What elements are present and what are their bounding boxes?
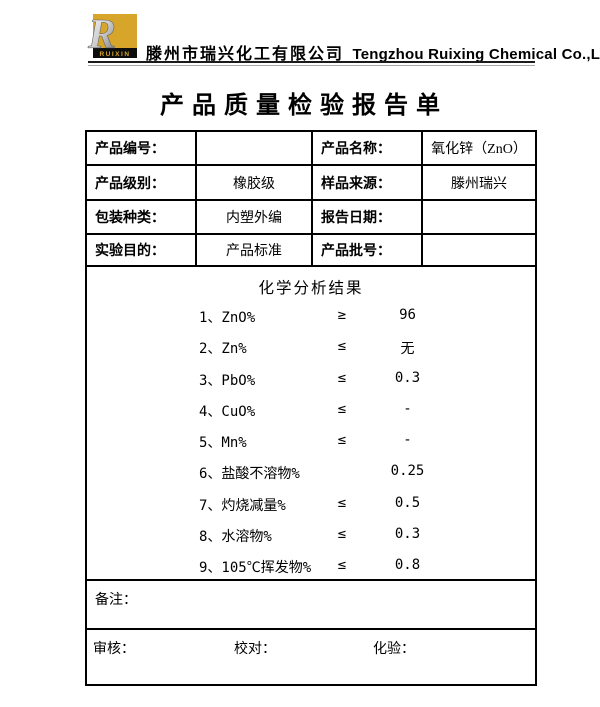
analysis-row: 8、水溶物% ≤ 0.3 [87,519,535,550]
analysis-item-name: 3、PbO% [199,372,256,389]
info-label-product-name: 产品名称： [313,132,423,166]
analysis-item-symbol: ≤ [337,369,347,386]
analysis-item-name: 5、Mn% [199,435,247,452]
info-label-sample-source: 样品来源： [313,166,423,201]
analysis-item-value: 96 [399,307,416,323]
analysis-item-symbol: ≤ [337,526,347,543]
analysis-item-name: 9、105℃挥发物% [199,560,312,577]
review-label: 审核： [93,642,135,657]
analysis-item-symbol: ≤ [337,494,347,511]
analysis-item-symbol: ≤ [337,557,347,574]
analysis-item-name: 6、盐酸不溶物% [199,466,300,483]
analysis-item-name: 8、水溶物% [199,529,272,546]
analysis-items: 1、ZnO% ≥ 96 2、Zn% ≤ 无 3、PbO% ≤ 0.3 4、CuO… [87,300,535,582]
info-value-product-no [197,132,313,166]
info-label-report-date: 报告日期： [313,201,423,235]
analysis-item-name: 7、灼烧减量% [199,497,286,514]
analysis-row: 2、Zn% ≤ 无 [87,331,535,362]
analysis-item-value: - [403,432,412,449]
analysis-item-value: 0.3 [394,369,421,386]
analysis-row: 3、PbO% ≤ 0.3 [87,363,535,394]
info-value-product-grade: 橡胶级 [197,166,313,201]
company-name-line: 滕州市瑞兴化工有限公司 Tengzhou Ruixing Chemical Co… [146,40,600,64]
info-grid: 产品编号： 产品名称： 氧化锌（ZnO） 产品级别： 橡胶级 样品来源： 滕州瑞… [87,132,535,267]
analysis-row: 9、105℃挥发物% ≤ 0.8 [87,550,535,581]
info-value-batch-no [423,235,535,267]
company-name-cn: 滕州市瑞兴化工有限公司 [146,46,345,63]
company-name-en: Tengzhou Ruixing Chemical Co.,Ltd. [352,46,600,63]
logo-wordmark: RUIXIN [99,51,130,58]
analysis-section: 化学分析结果 1、ZnO% ≥ 96 2、Zn% ≤ 无 3、PbO% ≤ 0.… [87,267,535,581]
info-value-test-purpose: 产品标准 [197,235,313,267]
analysis-item-value: - [403,400,412,417]
info-label-test-purpose: 实验目的： [87,235,197,267]
info-label-package-type: 包装种类： [87,201,197,235]
info-value-report-date [423,201,535,235]
info-label-product-grade: 产品级别： [87,166,197,201]
info-value-product-name: 氧化锌（ZnO） [423,132,535,166]
analysis-item-symbol: ≤ [337,432,347,449]
analysis-row: 6、盐酸不溶物% 0.25 [87,456,535,487]
analysis-item-symbol: ≤ [337,338,347,355]
logo-letter-r: R [87,12,116,58]
analysis-item-name: 2、Zn% [199,341,247,358]
info-label-product-no: 产品编号： [87,132,197,166]
info-value-package-type: 内塑外编 [197,201,313,235]
header-divider [88,61,535,66]
analysis-item-value: 无 [400,341,415,358]
analysis-item-symbol: ≥ [337,307,347,323]
analysis-section-title: 化学分析结果 [258,280,364,297]
analysis-row: 7、灼烧减量% ≤ 0.5 [87,488,535,519]
test-label: 化验： [373,642,415,657]
info-label-batch-no: 产品批号： [313,235,423,267]
analysis-row: 5、Mn% ≤ - [87,425,535,456]
analysis-item-value: 0.8 [394,557,421,574]
info-value-sample-source: 滕州瑞兴 [423,166,535,201]
analysis-item-name: 4、CuO% [199,403,256,420]
page-title: 产品质量检验报告单 [160,92,448,119]
proofread-label: 校对： [234,642,276,657]
analysis-item-symbol: ≤ [337,400,347,417]
analysis-item-value: 0.3 [394,526,421,543]
analysis-item-value: 0.5 [394,494,421,511]
analysis-row: 4、CuO% ≤ - [87,394,535,425]
remarks-row: 备注： [87,581,535,630]
analysis-item-name: 1、ZnO% [199,310,256,326]
remarks-label: 备注： [95,593,137,608]
analysis-row: 1、ZnO% ≥ 96 [87,300,535,331]
logo-black-strip [93,48,137,58]
analysis-item-value: 0.25 [390,463,425,480]
signoff-row: 审核： 校对： 化验： [87,630,535,684]
report-table: 产品编号： 产品名称： 氧化锌（ZnO） 产品级别： 橡胶级 样品来源： 滕州瑞… [85,130,537,686]
ruixin-logo-icon: RUIXIN R [87,12,139,62]
